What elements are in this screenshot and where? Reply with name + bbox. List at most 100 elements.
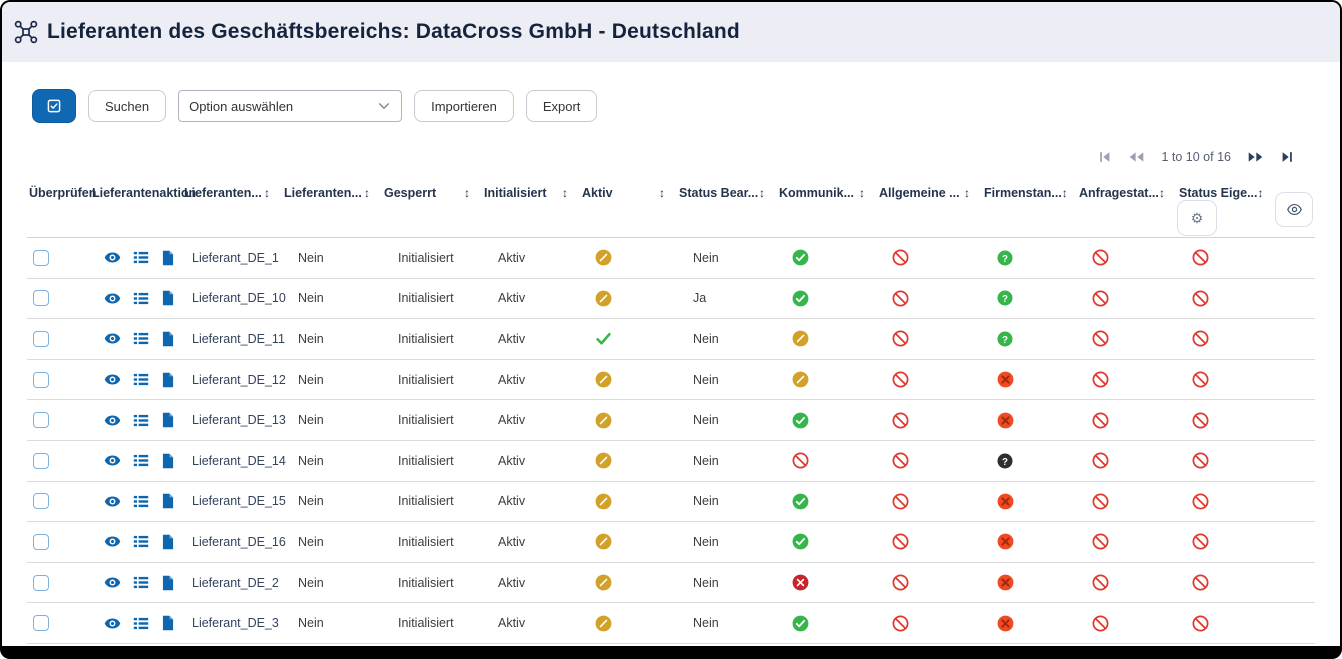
option-select-value: Option auswählen (189, 98, 294, 114)
allgemeine-status (877, 289, 982, 308)
eye-icon[interactable] (104, 250, 121, 265)
column-header-7[interactable]: Status Bear... ↕ (677, 182, 777, 206)
sort-icon[interactable]: ↕ (759, 186, 765, 200)
sort-icon[interactable]: ↕ (264, 186, 270, 200)
status-not-applicable-icon (892, 290, 909, 307)
export-button[interactable]: Export (525, 90, 598, 122)
row-checkbox[interactable] (33, 452, 49, 469)
eye-icon[interactable] (104, 291, 121, 306)
column-header-2[interactable]: Lieferanten... ↕ (182, 182, 282, 206)
sort-icon[interactable]: ↕ (464, 186, 470, 200)
column-header-12[interactable]: Status Eige... ↕ (1177, 182, 1267, 206)
document-icon[interactable] (161, 615, 175, 631)
row-checkbox[interactable] (33, 533, 49, 550)
column-header-11[interactable]: Anfragestat... ↕ (1077, 182, 1177, 206)
eye-icon[interactable] (104, 413, 121, 428)
column-header-4[interactable]: Gesperrt ↕ (382, 182, 482, 206)
document-icon[interactable] (161, 290, 175, 306)
table-row: Lieferant_DE_16 Nein Initialisiert Aktiv Nei… (27, 522, 1315, 563)
column-header-label: Status Bear... (679, 186, 759, 200)
sort-icon[interactable]: ↕ (1061, 186, 1068, 200)
list-icon[interactable] (133, 372, 149, 387)
document-icon[interactable] (161, 575, 175, 591)
column-header-9[interactable]: Allgemeine ... ↕ (877, 182, 982, 206)
sort-icon[interactable]: ↕ (1257, 186, 1264, 200)
status-pending-icon (595, 574, 612, 591)
status-ok-icon (792, 290, 809, 307)
row-checkbox[interactable] (33, 249, 49, 266)
column-header-3[interactable]: Lieferanten... ↕ (282, 182, 382, 206)
table-row: Lieferant_DE_12 Nein Initialisiert Aktiv Nei… (27, 360, 1315, 401)
column-header-label: Allgemeine ... (879, 186, 960, 200)
document-icon[interactable] (161, 453, 175, 469)
list-icon[interactable] (133, 494, 149, 509)
list-icon[interactable] (133, 616, 149, 631)
status-pending-icon (792, 331, 809, 347)
document-icon[interactable] (161, 331, 175, 347)
row-checkbox[interactable] (33, 574, 49, 591)
row-checkbox[interactable] (33, 493, 49, 510)
eye-icon[interactable] (104, 616, 121, 631)
sort-icon[interactable]: ↕ (964, 186, 970, 200)
row-checkbox[interactable] (33, 615, 49, 632)
list-icon[interactable] (133, 250, 149, 265)
eye-icon[interactable] (104, 453, 121, 468)
sort-icon[interactable]: ↕ (1159, 186, 1165, 200)
status-ok-icon (792, 493, 809, 510)
pagination: 1 to 10 of 16 (1098, 150, 1294, 164)
sort-icon[interactable]: ↕ (562, 186, 568, 200)
status-bearbeitung-value: Nein (693, 372, 719, 387)
status-pending-icon (595, 452, 612, 469)
document-icon[interactable] (161, 493, 175, 509)
document-icon[interactable] (161, 372, 175, 388)
document-icon[interactable] (161, 250, 175, 266)
eye-icon[interactable] (104, 372, 121, 387)
list-icon[interactable] (133, 413, 149, 428)
aktiv-status (580, 370, 677, 389)
sort-icon[interactable]: ↕ (364, 186, 370, 200)
list-icon[interactable] (133, 331, 149, 346)
column-header-label: Lieferanten... (284, 186, 362, 200)
gesperrt-value: Initialisiert (398, 331, 454, 346)
supplier-name: Lieferant_DE_10 (192, 291, 286, 306)
table-row: Lieferant_DE_13 Nein Initialisiert Aktiv Nei… (27, 400, 1315, 441)
column-header-5[interactable]: Initialisiert ↕ (482, 182, 580, 206)
last-page-icon[interactable] (1280, 150, 1294, 164)
document-icon[interactable] (161, 412, 175, 428)
column-visibility-button[interactable] (1275, 192, 1313, 227)
list-icon[interactable] (133, 534, 149, 549)
first-page-icon[interactable] (1098, 150, 1112, 164)
eye-icon[interactable] (104, 331, 121, 346)
eye-icon[interactable] (104, 575, 121, 590)
document-icon[interactable] (161, 534, 175, 550)
next-page-icon[interactable] (1247, 150, 1264, 164)
sort-icon[interactable]: ↕ (659, 186, 665, 200)
column-header-8[interactable]: Kommunik... ↕ (777, 182, 877, 206)
import-button[interactable]: Importieren (414, 90, 514, 122)
row-checkbox[interactable] (33, 290, 49, 307)
status-bearbeitung-value: Nein (693, 616, 719, 631)
column-header-6[interactable]: Aktiv ↕ (580, 182, 677, 206)
status-done-check-icon (596, 333, 611, 346)
aktiv-status (580, 411, 677, 430)
previous-page-icon[interactable] (1128, 150, 1145, 164)
kommunikation-status (777, 532, 877, 551)
status-eigen-status (1177, 451, 1267, 470)
column-header-10[interactable]: Firmenstan... ↕ (982, 182, 1077, 206)
list-icon[interactable] (133, 453, 149, 468)
table-row: Lieferant_DE_15 Nein Initialisiert Aktiv Nei… (27, 482, 1315, 523)
option-select[interactable]: Option auswählen (178, 90, 403, 122)
eye-icon[interactable] (104, 534, 121, 549)
row-checkbox[interactable] (33, 371, 49, 388)
eye-icon[interactable] (104, 494, 121, 509)
allgemeine-status (877, 532, 982, 551)
list-icon[interactable] (133, 291, 149, 306)
allgemeine-status (877, 573, 982, 592)
list-icon[interactable] (133, 575, 149, 590)
row-checkbox[interactable] (33, 412, 49, 429)
row-checkbox[interactable] (33, 330, 49, 347)
select-all-button[interactable] (32, 89, 76, 123)
sort-icon[interactable]: ↕ (859, 186, 865, 200)
column-settings-button[interactable]: ⚙ (1177, 200, 1217, 236)
search-button[interactable]: Suchen (88, 90, 167, 122)
